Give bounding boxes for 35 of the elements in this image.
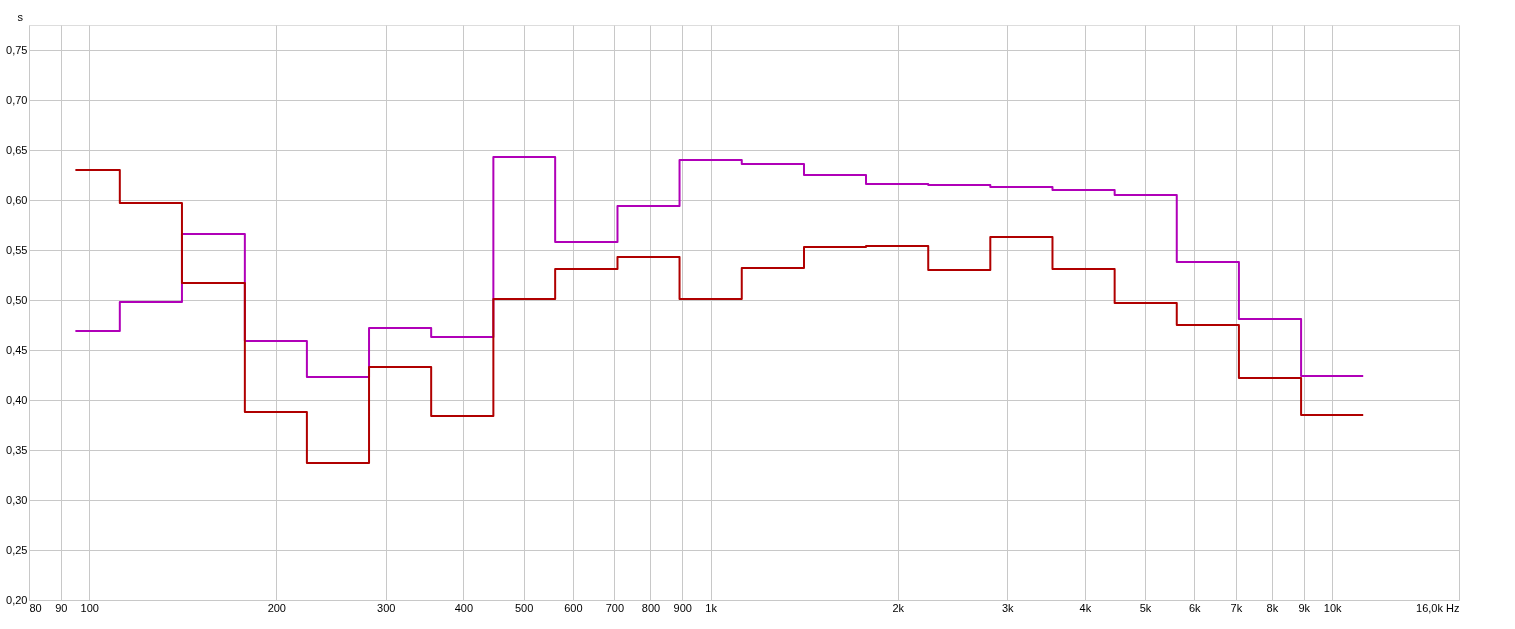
x-tick-label: 80 bbox=[29, 601, 42, 614]
x-tick-label: 6k bbox=[1188, 601, 1202, 614]
y-tick-label: 0,65 bbox=[6, 143, 28, 156]
y-tick-label: 0,50 bbox=[6, 293, 28, 306]
x-tick-label: 7k bbox=[1230, 601, 1243, 614]
x-tick-label: 2k bbox=[892, 601, 905, 614]
x-tick-label: 10k bbox=[1323, 601, 1343, 614]
x-tick-label: 200 bbox=[267, 601, 286, 614]
x-tick-label: 3k bbox=[1001, 601, 1014, 614]
x-tick-label: 5k bbox=[1139, 601, 1152, 614]
y-tick-label: 0,75 bbox=[6, 43, 28, 56]
y-tick-label: 0,30 bbox=[6, 493, 28, 506]
x-tick-label: 300 bbox=[377, 601, 396, 614]
x-tick-label: 600 bbox=[564, 601, 583, 614]
x-tick-label: 500 bbox=[514, 601, 534, 614]
y-axis-title: s bbox=[17, 11, 24, 23]
x-tick-label: 8k bbox=[1266, 601, 1279, 614]
y-tick-label: 0,40 bbox=[6, 393, 28, 406]
y-tick-label: 0,25 bbox=[6, 543, 28, 556]
y-tick-label: 0,55 bbox=[6, 243, 28, 256]
x-tick-label: 400 bbox=[454, 601, 474, 614]
x-tick-label: 900 bbox=[673, 601, 692, 614]
y-tick-label: 0,45 bbox=[6, 343, 28, 356]
x-tick-label: 90 bbox=[55, 601, 68, 614]
x-tick-label: 9k bbox=[1298, 601, 1311, 614]
x-tick-label: 16,0k Hz bbox=[1416, 601, 1460, 614]
x-tick-label: 100 bbox=[80, 601, 99, 614]
y-tick-label: 0,35 bbox=[6, 443, 28, 456]
y-tick-label: 0,70 bbox=[6, 93, 28, 106]
x-tick-label: 1k bbox=[705, 601, 718, 614]
x-tick-label: 800 bbox=[641, 601, 661, 614]
y-tick-label: 0,60 bbox=[6, 193, 28, 206]
y-tick-label: 0,20 bbox=[6, 593, 28, 606]
x-tick-label: 4k bbox=[1079, 601, 1092, 614]
x-tick-label: 700 bbox=[605, 601, 625, 614]
